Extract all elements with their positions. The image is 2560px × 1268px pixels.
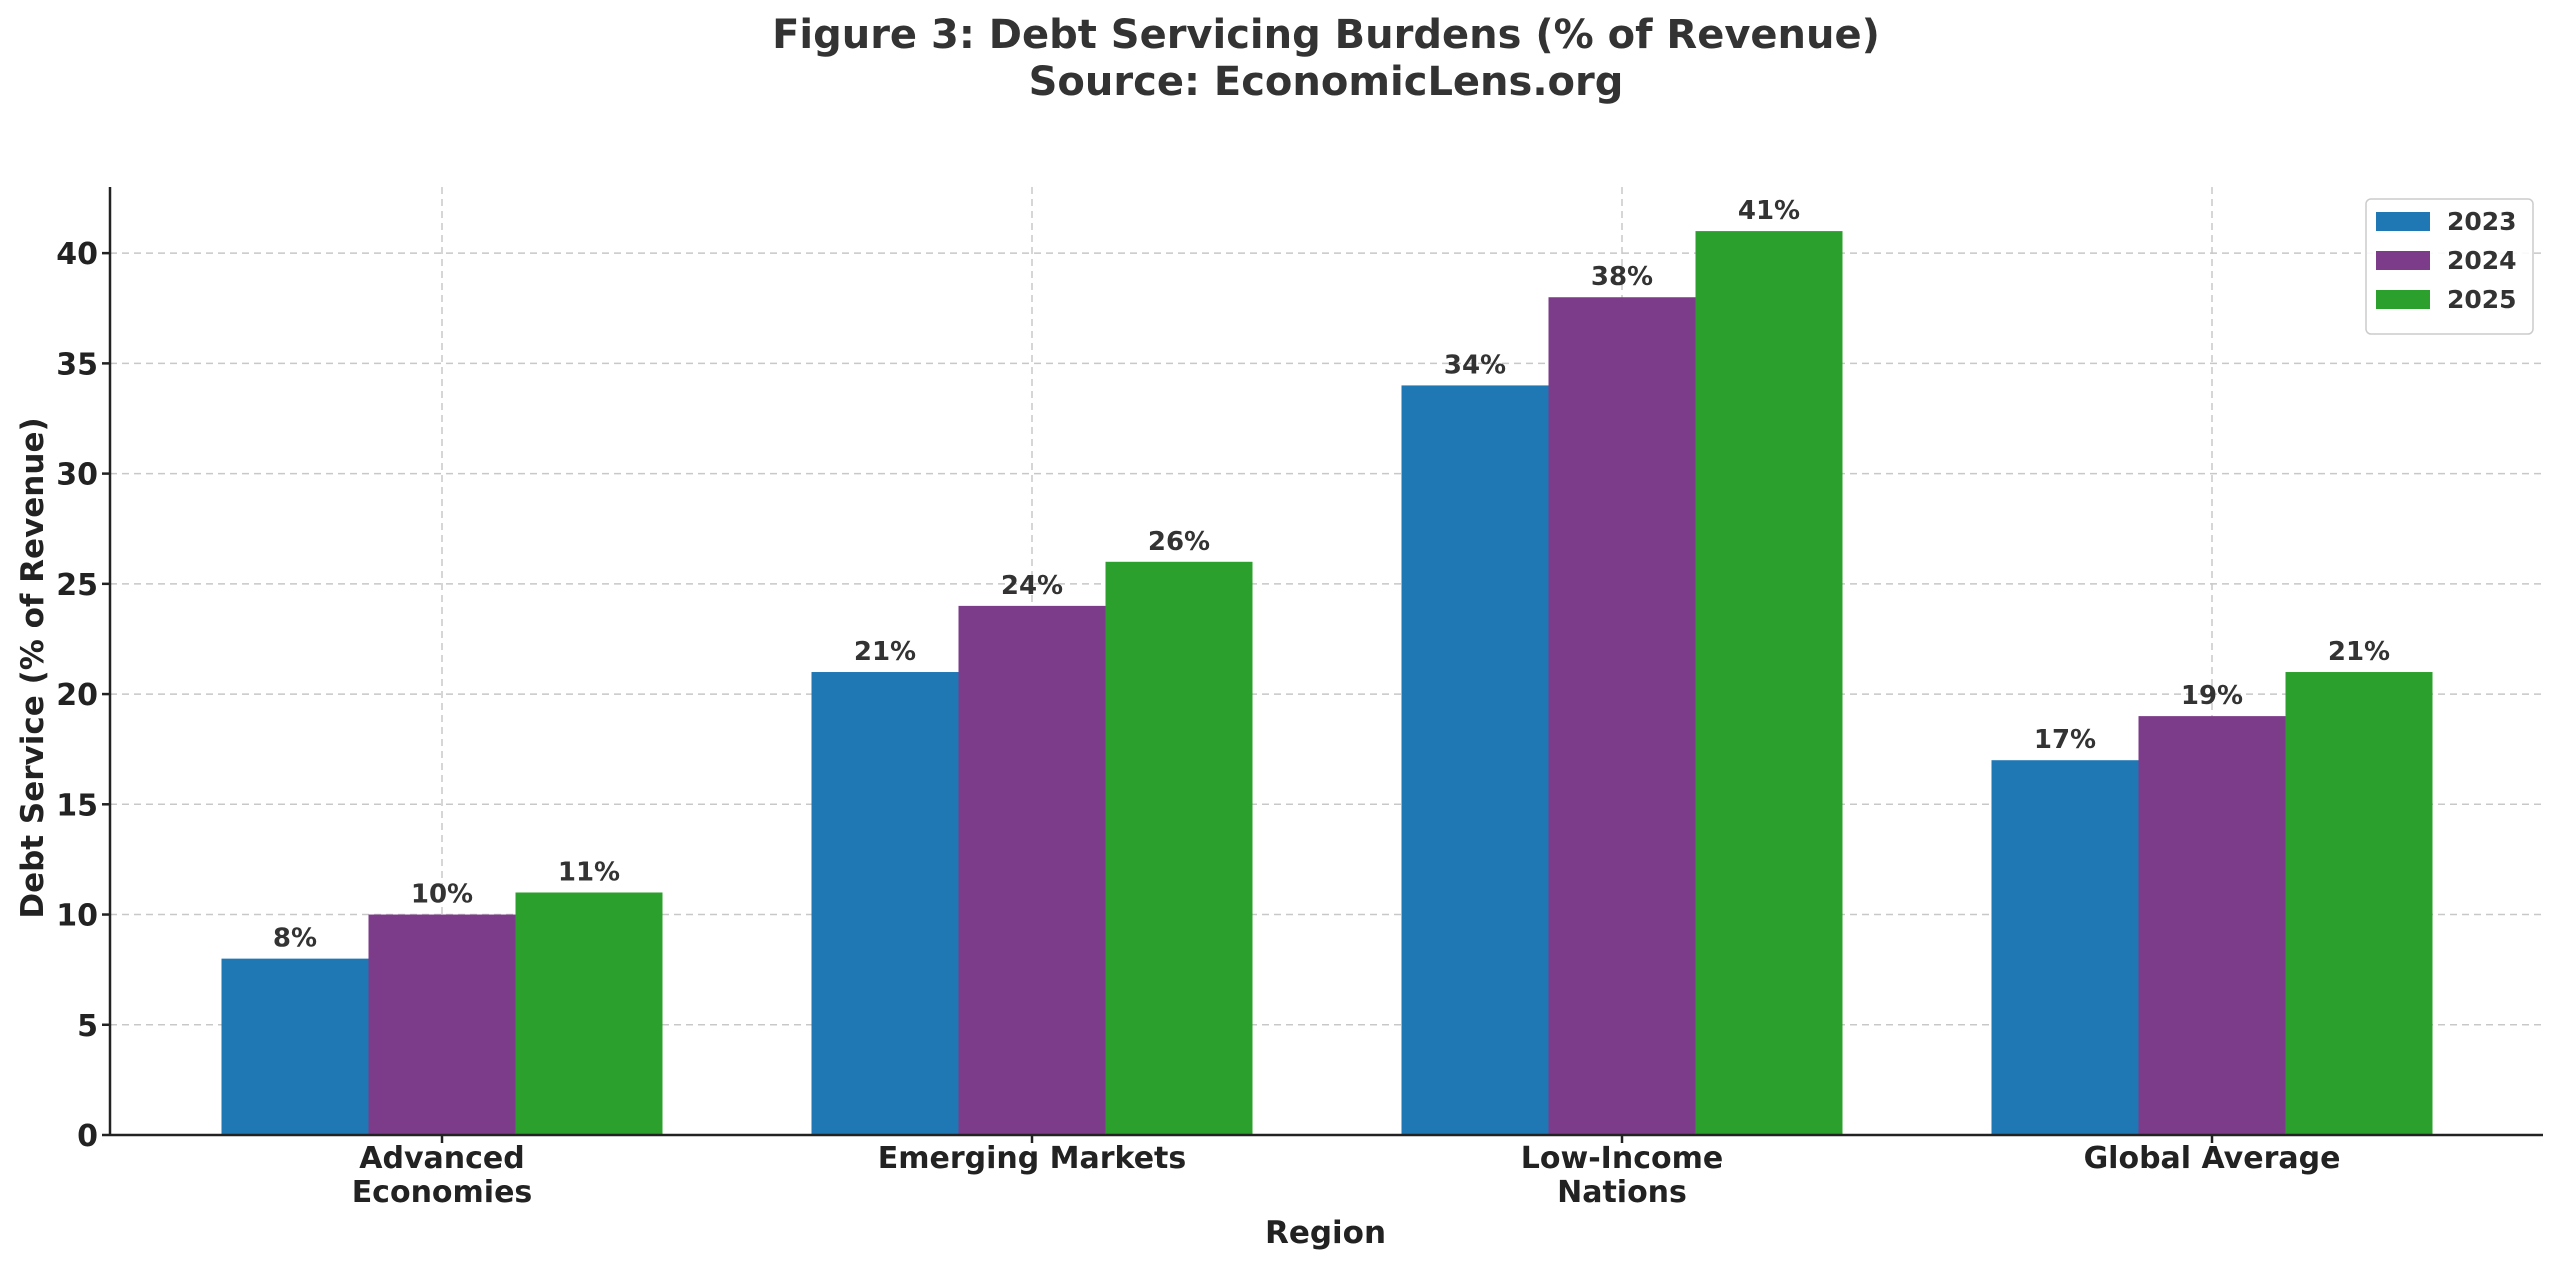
bar-2023: [1401, 385, 1549, 1136]
bar-2024: [1548, 297, 1696, 1135]
bar-2025: [515, 892, 663, 1135]
bar-2025: [2285, 672, 2433, 1135]
y-tick-label: 25: [56, 568, 98, 603]
x-category-label: Low-Income Nations: [1521, 1141, 1723, 1210]
x-category-label-line: Emerging Markets: [878, 1141, 1187, 1176]
x-category-labels: Advanced Economies Emerging Markets Low-Inc…: [352, 1135, 2341, 1210]
legend-entry-2024: 2024: [2447, 246, 2517, 275]
legend-entry-2025: 2025: [2447, 285, 2517, 314]
bar-2025: [1105, 561, 1253, 1135]
bar-value-labels: 8% 10% 11% 21% 24% 26% 34% 38% 41% 17% 19% 21%: [273, 196, 2390, 954]
y-tick-label: 30: [56, 458, 98, 493]
x-category-label: Global Average: [2084, 1141, 2341, 1176]
x-category-label: Emerging Markets: [878, 1141, 1187, 1176]
y-tick-label: 0: [77, 1119, 98, 1154]
x-category-label-line: Advanced: [359, 1141, 524, 1176]
bar-2024: [958, 605, 1106, 1135]
y-tick-label: 35: [56, 347, 98, 382]
legend-swatch-2023: [2376, 212, 2430, 231]
y-tick-label: 20: [56, 678, 98, 713]
bar-value-label: 41%: [1738, 196, 1800, 226]
chart-title: Figure 3: Debt Servicing Burdens (% of R…: [772, 12, 1880, 58]
x-category-label-line: Nations: [1557, 1175, 1687, 1210]
y-tick-label: 15: [56, 788, 98, 823]
bar-value-label: 10%: [411, 880, 473, 910]
bar-value-label: 34%: [1444, 350, 1506, 380]
bar-2024: [368, 914, 516, 1135]
chart-subtitle-source: Source: EconomicLens.org: [1029, 59, 1624, 105]
bar-value-label: 17%: [2034, 725, 2096, 755]
legend: 2023 2024 2025: [2365, 198, 2534, 335]
x-category-label-line: Global Average: [2084, 1141, 2341, 1176]
bar-2023: [811, 672, 959, 1135]
bar-value-label: 26%: [1148, 527, 1210, 557]
legend-swatch-2025: [2376, 290, 2430, 309]
legend-swatch-2024: [2376, 251, 2430, 270]
x-category-label-line: Low-Income: [1521, 1141, 1723, 1176]
bar-2025: [1695, 231, 1843, 1135]
y-tick-label: 5: [77, 1009, 98, 1044]
legend-entry-2023: 2023: [2447, 207, 2517, 236]
bar-value-label: 38%: [1591, 262, 1653, 292]
bar-value-label: 11%: [558, 857, 620, 887]
bar-2023: [221, 958, 369, 1135]
x-category-label: Advanced Economies: [352, 1141, 533, 1210]
bar-2024: [2138, 716, 2286, 1135]
bar-value-label: 24%: [1001, 571, 1063, 601]
x-category-label-line: Economies: [352, 1175, 533, 1210]
bar-2023: [1991, 760, 2139, 1135]
y-tick-label: 40: [56, 237, 98, 272]
y-axis-label: Debt Service (% of Revenue): [15, 417, 51, 918]
x-axis-label: Region: [1265, 1215, 1386, 1251]
y-tick-labels: 0 5 10 15 20 25 30 35 40: [56, 237, 110, 1154]
bar-value-label: 21%: [2328, 637, 2390, 667]
bar-value-label: 8%: [273, 924, 317, 954]
bar-value-label: 19%: [2181, 681, 2243, 711]
bars: [221, 231, 2433, 1136]
y-tick-label: 10: [56, 899, 98, 934]
bar-value-label: 21%: [854, 637, 916, 667]
